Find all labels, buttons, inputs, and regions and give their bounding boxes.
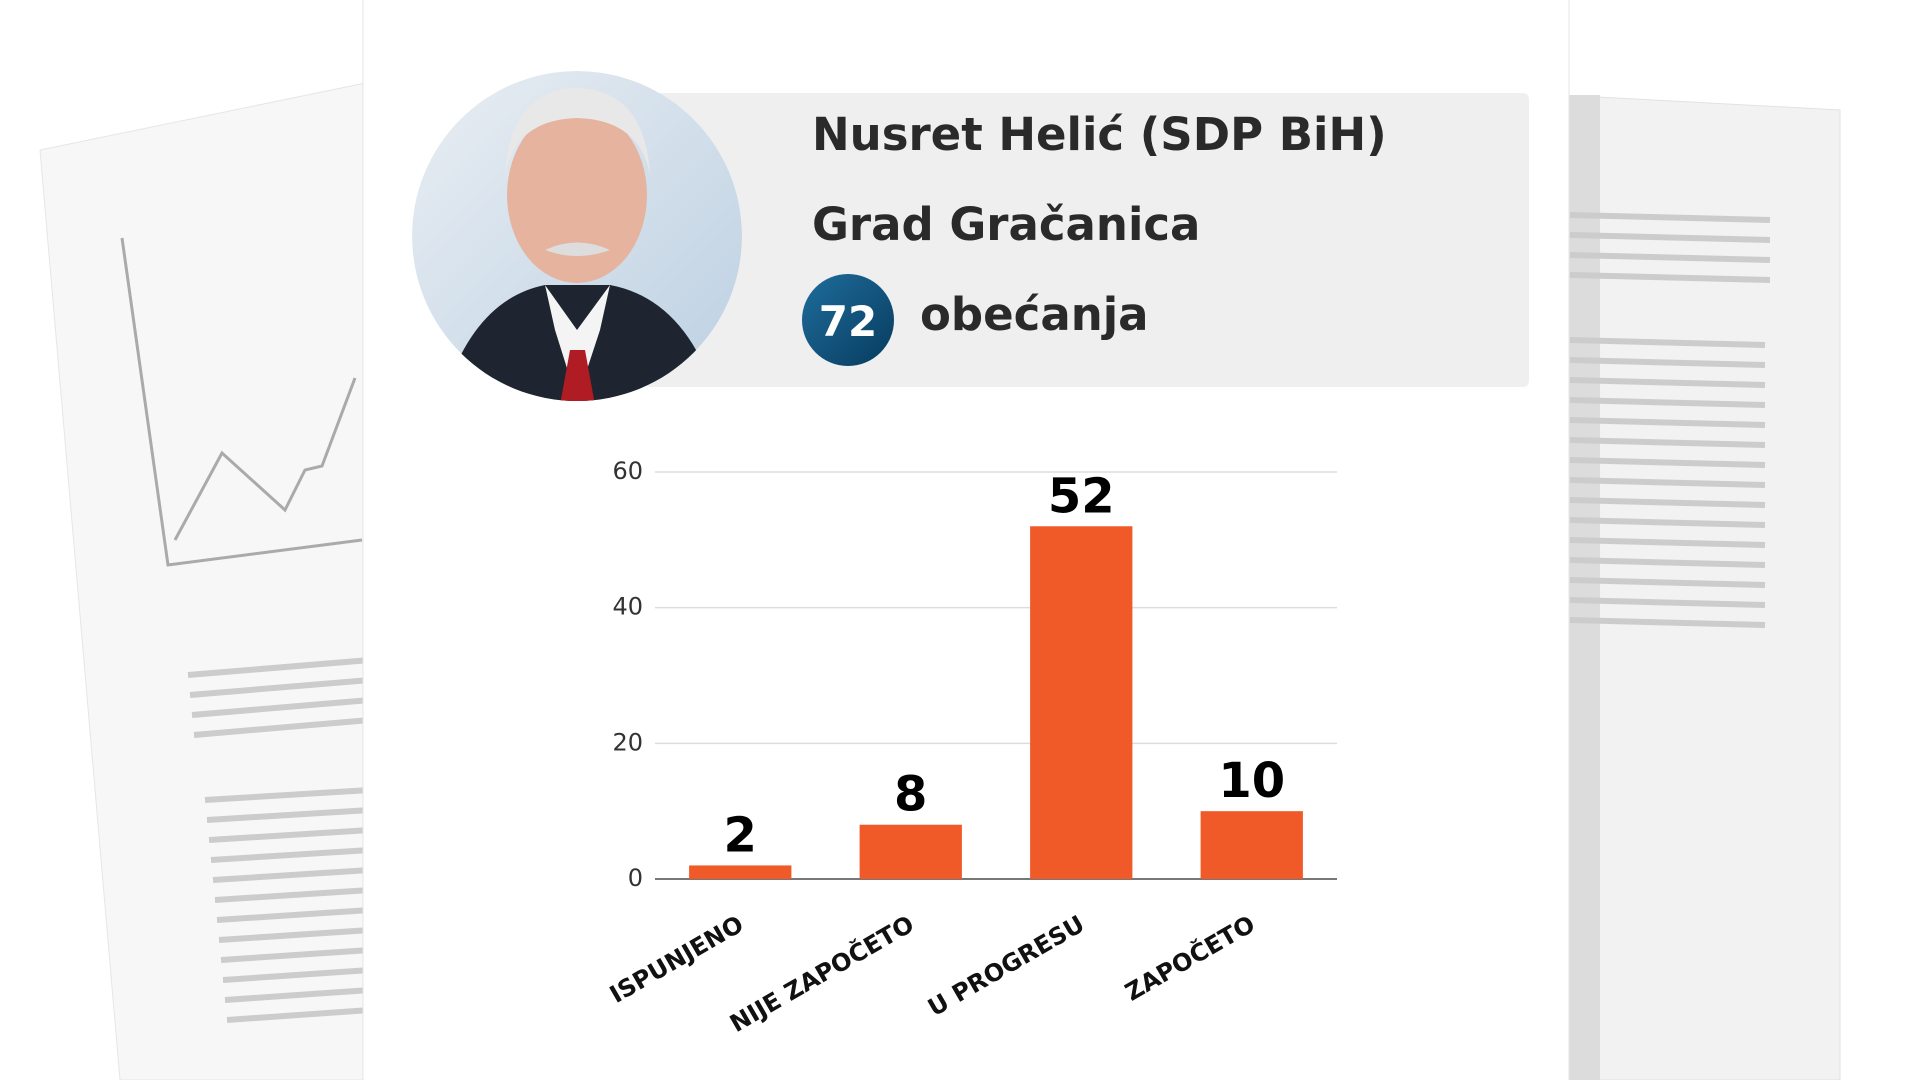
y-tick-label: 60 <box>612 457 643 485</box>
bar <box>689 865 792 879</box>
bar <box>1030 526 1133 879</box>
background-paper-right <box>1559 94 1841 1080</box>
y-tick-label: 40 <box>612 593 643 621</box>
bar <box>1200 811 1303 879</box>
bar <box>859 824 962 879</box>
value-label: 52 <box>1048 468 1115 524</box>
y-tick-label: 0 <box>628 864 643 892</box>
promise-label: obećanja <box>920 288 1149 341</box>
value-label: 8 <box>894 767 927 823</box>
value-label: 10 <box>1218 753 1285 809</box>
politician-name: Nusret Helić (SDP BiH) <box>812 108 1387 161</box>
portrait <box>412 71 742 401</box>
background-paper-left <box>39 79 461 1080</box>
promise-badge <box>802 274 894 366</box>
promise-count: 72 <box>819 297 877 346</box>
city: Grad Gračanica <box>812 198 1200 251</box>
value-label: 2 <box>724 807 757 863</box>
y-tick-label: 20 <box>612 728 643 756</box>
